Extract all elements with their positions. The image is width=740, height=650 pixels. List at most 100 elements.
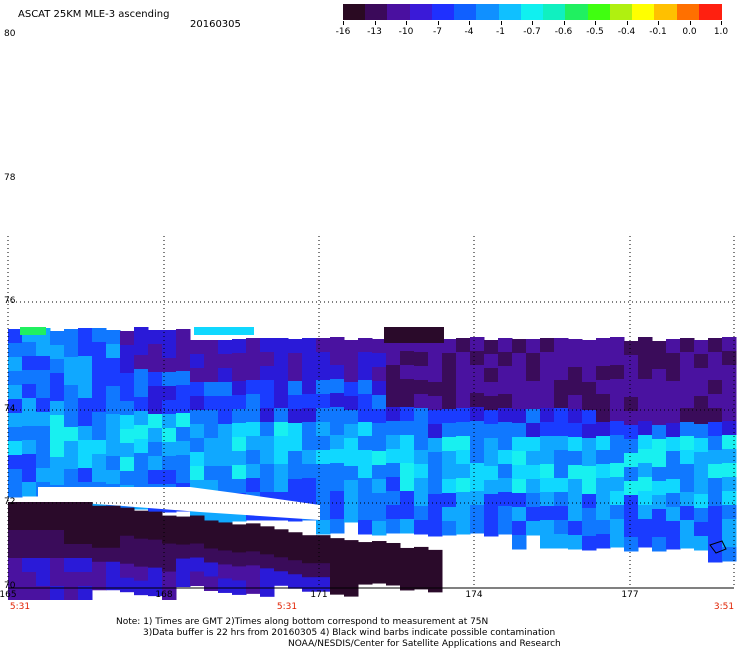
color-scale-segment	[476, 4, 500, 20]
lower-swath-cell	[274, 543, 289, 558]
swath-cell	[540, 520, 555, 535]
swath-cell	[470, 519, 485, 534]
swath-cell	[316, 436, 331, 451]
lower-swath-cell	[78, 572, 93, 587]
swath-cell	[484, 354, 499, 369]
swath-cell	[512, 423, 527, 438]
swath-cell	[106, 470, 121, 485]
swath-cell	[456, 422, 471, 437]
lower-swath-cell	[274, 557, 289, 572]
swath-cell	[456, 506, 471, 521]
swath-cell	[526, 409, 541, 424]
swath-cell	[526, 479, 541, 494]
lower-swath-cell	[330, 580, 345, 595]
swath-cell	[218, 452, 233, 467]
swath-cell	[288, 437, 303, 452]
color-scale-segment	[587, 4, 611, 20]
time-label-center: 5:31	[276, 602, 298, 612]
lat-label-76: 76	[4, 296, 16, 306]
lower-swath-cell	[358, 542, 373, 557]
swath-cell	[498, 408, 513, 423]
lower-swath-cell	[22, 530, 37, 545]
swath-cell	[680, 492, 695, 507]
swath-cell	[708, 520, 723, 535]
lower-swath-cell	[50, 558, 65, 573]
swath-cell	[162, 470, 177, 485]
swath-cell	[106, 456, 121, 471]
swath-cell	[722, 533, 737, 548]
swath-cell	[288, 423, 303, 438]
swath-cell	[22, 440, 37, 455]
lower-swath-cell	[232, 552, 247, 567]
swath-cell	[316, 338, 331, 353]
swath-cell	[386, 379, 401, 394]
lower-swath-cell	[414, 574, 429, 590]
swath-cell	[78, 412, 93, 427]
swath-cell	[652, 341, 667, 356]
swath-cell	[386, 407, 401, 422]
lower-swath-cell	[260, 582, 275, 597]
swath-cell	[64, 427, 79, 442]
swath-cell	[414, 506, 429, 521]
swath-cell	[554, 450, 569, 465]
swath-cell	[568, 451, 583, 466]
swath-cell	[372, 367, 387, 382]
swath-cell	[428, 340, 443, 355]
swath-cell	[666, 367, 681, 382]
lower-swath-cell	[106, 505, 121, 521]
swath-cell	[526, 339, 541, 354]
swath-cell	[470, 477, 485, 492]
swath-cell	[582, 340, 597, 355]
color-scale-tick	[563, 21, 565, 25]
swath-cell	[64, 399, 79, 414]
swath-cell	[624, 467, 639, 482]
swath-cell	[554, 520, 569, 535]
swath-cell	[22, 398, 37, 413]
swath-cell	[694, 536, 709, 551]
lower-swath-cell	[22, 544, 37, 559]
swath-cell	[568, 381, 583, 396]
swath-cell	[36, 468, 51, 483]
swath-cell	[680, 436, 695, 451]
swath-cell	[512, 465, 527, 480]
swath-cell	[526, 381, 541, 396]
swath-cell	[596, 380, 611, 395]
lower-swath-cell	[204, 562, 219, 577]
swath-cell	[260, 478, 275, 493]
swath-cell	[582, 368, 597, 383]
swath-cell	[722, 547, 737, 562]
swath-cell	[358, 422, 373, 437]
swath-cell	[64, 371, 79, 386]
swath-cell	[708, 506, 723, 521]
swath-cell	[456, 338, 471, 353]
color-scale-tick	[689, 21, 691, 25]
lower-swath-cell	[8, 516, 23, 531]
lower-swath-cell	[274, 529, 289, 544]
lower-swath-cell	[190, 557, 205, 573]
lower-swath-cell	[204, 576, 219, 591]
swath-cell	[344, 410, 359, 425]
swath-cell	[246, 422, 261, 437]
swath-cell	[526, 507, 541, 522]
swath-cell	[610, 519, 625, 534]
swath-cell	[106, 330, 121, 345]
color-scale-tick	[721, 21, 722, 25]
swath-cell	[484, 466, 499, 481]
swath-cell	[78, 468, 93, 483]
swath-cell	[120, 457, 135, 472]
swath-cell	[708, 394, 723, 409]
swath-cell	[232, 437, 247, 452]
swath-cell	[610, 407, 625, 422]
swath-cell	[232, 353, 247, 368]
color-scale-label: -7	[433, 27, 442, 37]
swath-cell	[708, 338, 723, 353]
swath-cell	[596, 366, 611, 381]
swath-cell	[274, 338, 289, 353]
swath-cell	[652, 481, 667, 496]
swath-cell	[190, 368, 205, 383]
swath-cell	[344, 340, 359, 355]
lower-swath-cell	[134, 524, 149, 540]
lower-swath-cell	[92, 561, 107, 577]
swath-cell	[722, 477, 737, 492]
lower-swath-cell	[386, 542, 401, 558]
